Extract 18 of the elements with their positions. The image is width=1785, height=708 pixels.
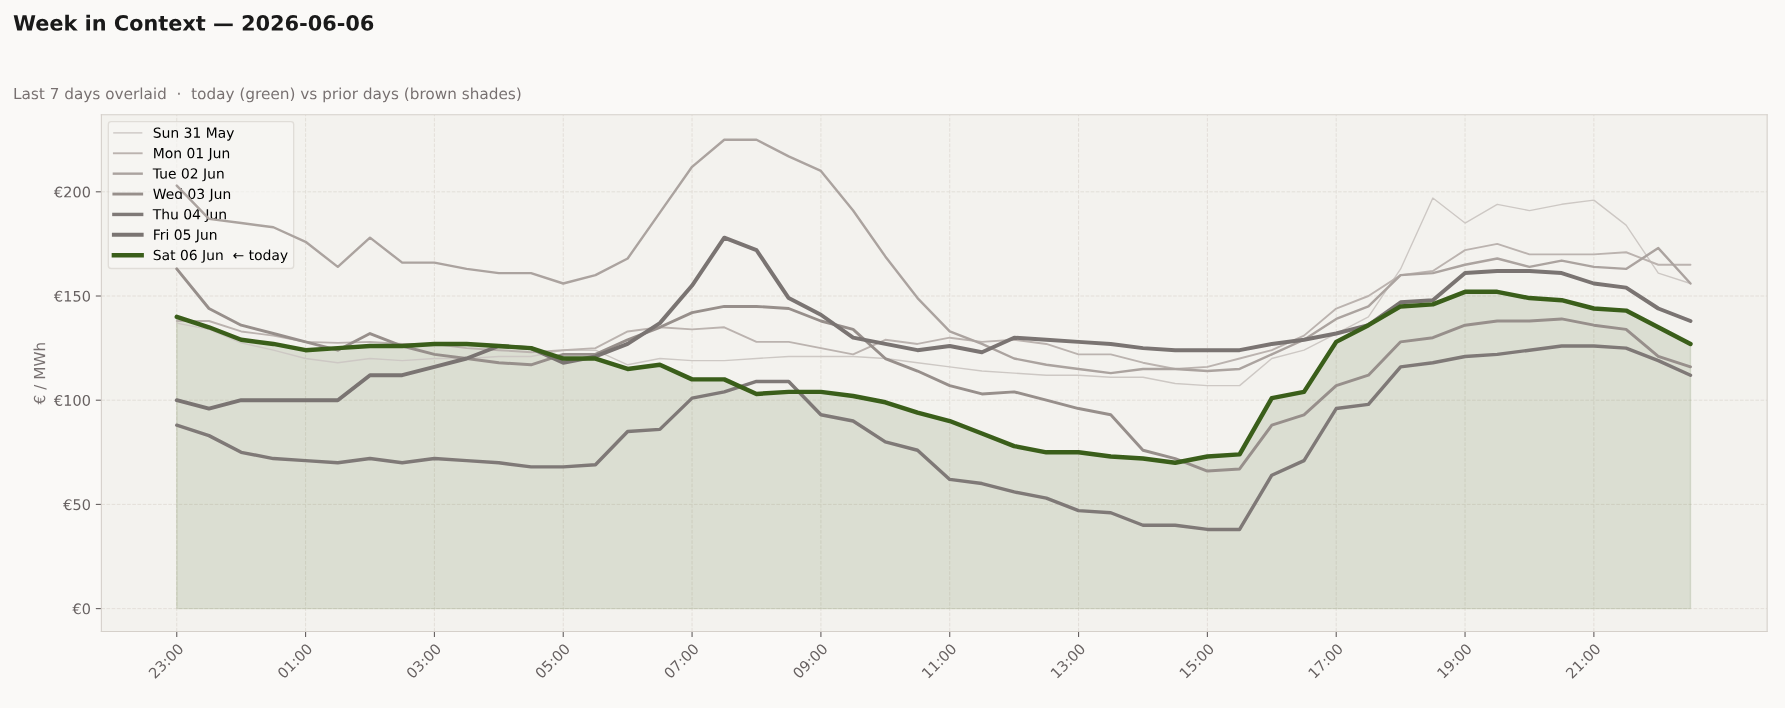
y-tick-label: €50	[63, 499, 90, 511]
chart-title: Week in Context — 2026-06-06	[13, 14, 374, 31]
line-series	[175, 344, 1693, 532]
legend-label: Sat 06 Jun ← today	[153, 249, 288, 263]
legend-label: Fri 05 Jun	[154, 229, 217, 243]
y-tick-label: €0	[72, 603, 90, 615]
y-tick-label: €200	[53, 186, 90, 198]
legend-label: Sun 31 May	[153, 127, 234, 141]
line-series	[175, 267, 1692, 473]
y-tick-label: €150	[53, 290, 90, 302]
legend-label: Thu 04 Jun	[152, 208, 226, 223]
y-tick-label: €100	[53, 394, 90, 406]
legend-label: Mon 01 Jun	[154, 147, 230, 161]
legend-label: Tue 02 Jun	[152, 168, 224, 182]
legend-label: Wed 03 Jun	[153, 188, 231, 202]
line-series	[175, 242, 1692, 370]
y-axis-title: € / MWh	[33, 343, 47, 405]
chart-subtitle: Last 7 days overlaid · today (green) vs prior days (brown shades)	[14, 87, 521, 103]
